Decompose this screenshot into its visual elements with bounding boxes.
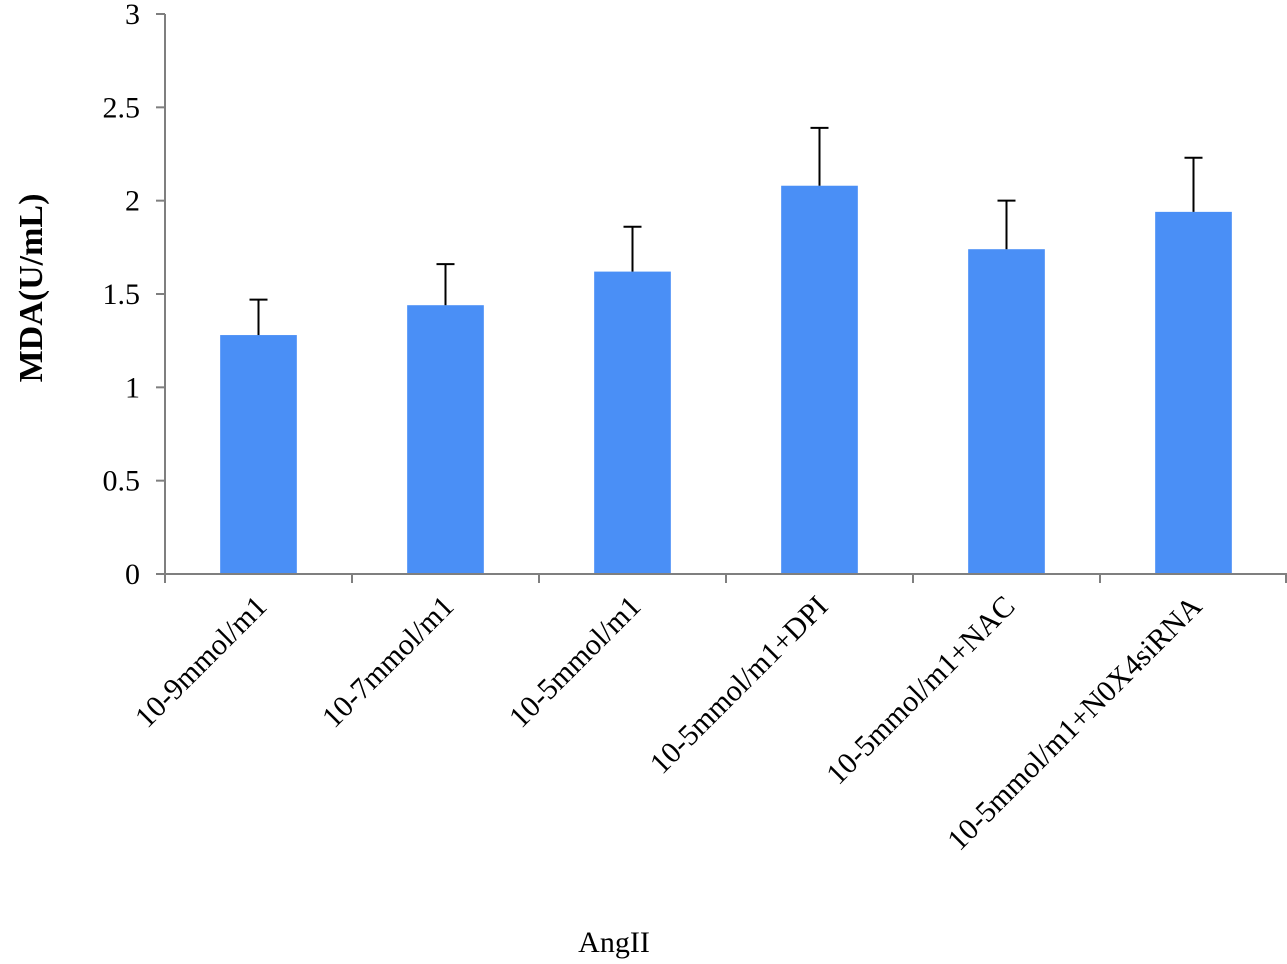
bar	[1155, 211, 1232, 574]
y-tick-label: 0.5	[103, 465, 141, 498]
bar	[407, 305, 484, 574]
bar	[220, 335, 297, 574]
x-category-label: 10-9mmol/m1	[129, 590, 274, 735]
y-tick-label: 0	[125, 558, 140, 591]
bar	[594, 271, 671, 574]
y-tick-label: 2	[125, 185, 140, 218]
x-category-label: 10-5mmol/m1+DPI	[644, 590, 835, 781]
x-category-label: 10-5mmol/m1+NAC	[820, 590, 1021, 791]
y-axis-label: MDA(U/mL)	[13, 194, 50, 383]
bar	[781, 185, 858, 574]
y-tick-label: 1.5	[103, 278, 141, 311]
x-category-label: 10-5mmol/m1	[503, 590, 648, 735]
x-category-label: 10-7mmol/m1	[316, 590, 461, 735]
x-axis-label: AngII	[578, 926, 650, 959]
plot-area: 0 0.5 1 1.5 2 2.5 3 10-9mmol/m1 10-7mmol/m1 10-5m…	[103, 0, 1287, 857]
bar	[968, 249, 1045, 574]
y-tick-label: 2.5	[103, 91, 141, 124]
y-tick-label: 1	[125, 371, 140, 404]
y-tick-label: 3	[125, 0, 140, 31]
